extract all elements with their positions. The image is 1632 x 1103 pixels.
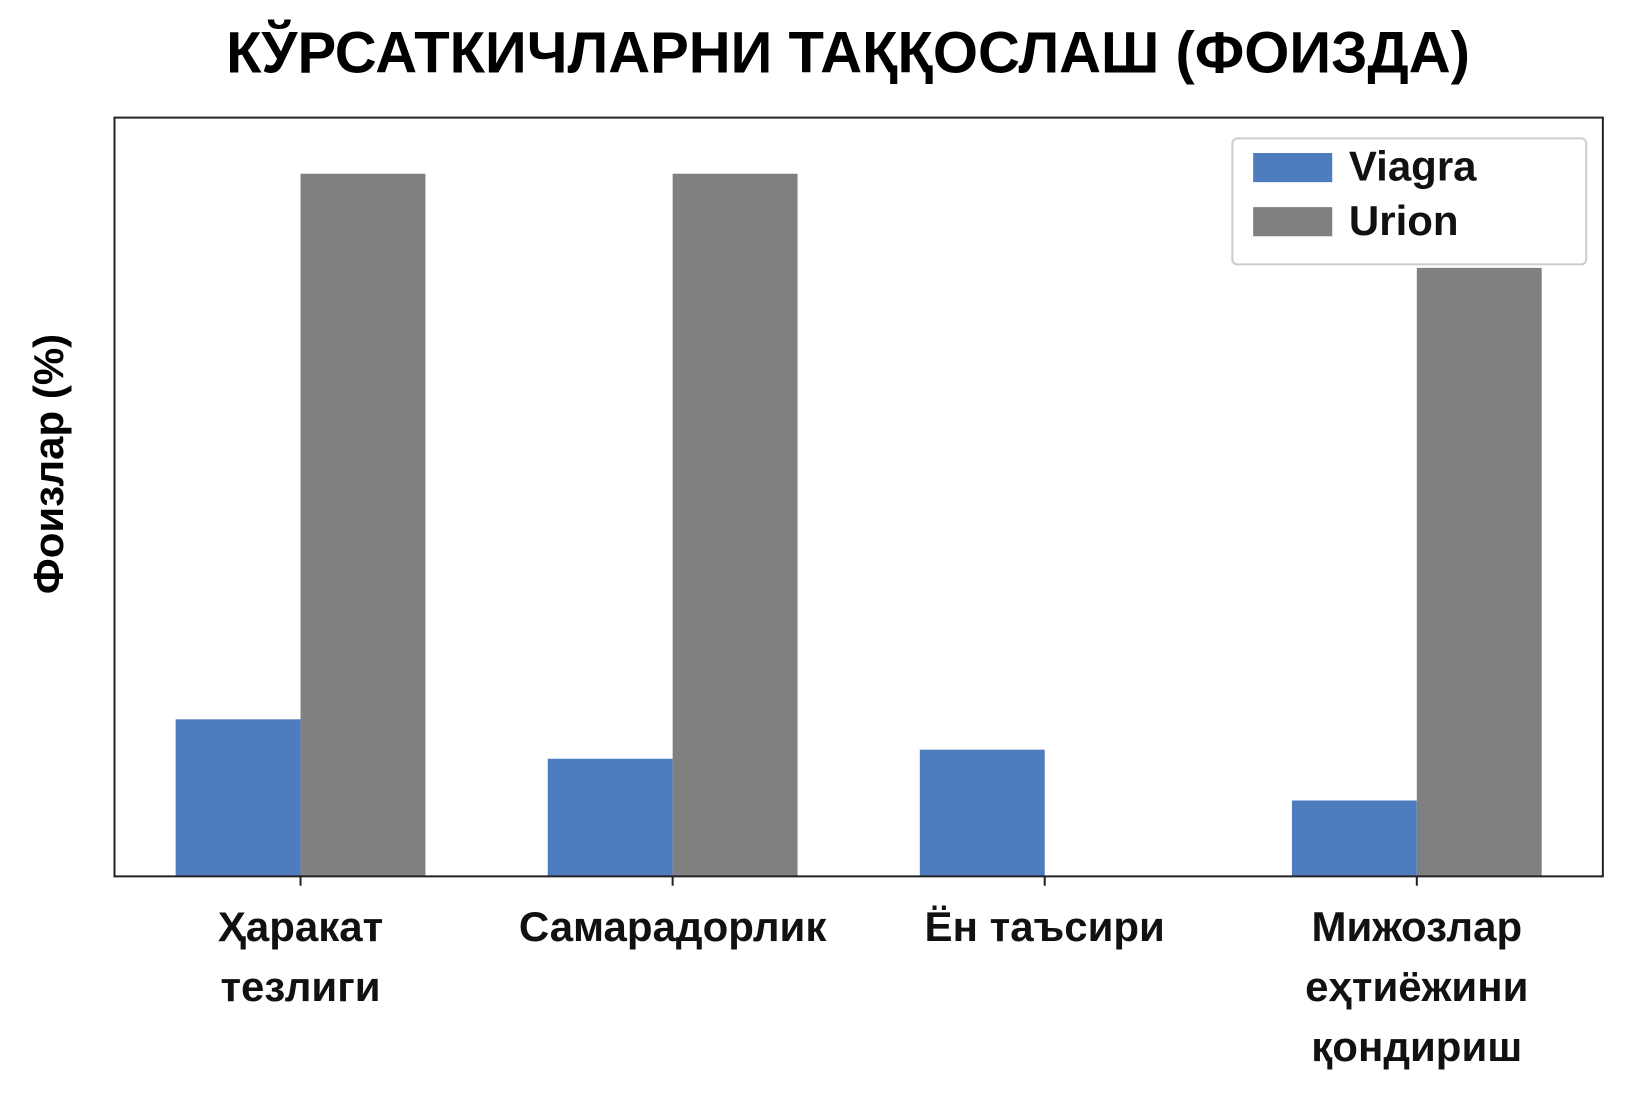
legend-swatch [1253, 153, 1333, 183]
x-tick-label: Мижозлар еҳтиёжини қондириш [1305, 903, 1529, 1071]
legend-label: Urion [1349, 197, 1459, 244]
bar [672, 173, 798, 877]
legend-label: Viagra [1349, 143, 1477, 190]
bar [919, 749, 1045, 877]
x-tick-label: Самарадорлик [518, 903, 827, 951]
plot-frame [113, 116, 1604, 878]
y-axis-label: Фоизлар (%) [25, 334, 72, 594]
chart-title: КЎРСАТКИЧЛАРНИ ТАҚҚОСЛАШ (ФОИЗДА) [226, 20, 1470, 85]
x-tick-label: Ён таъсири [924, 903, 1165, 951]
bar [175, 719, 301, 877]
x-tick-label: Ҳаракат тезлиги [217, 903, 384, 1011]
bar [300, 173, 426, 877]
legend-swatch [1253, 207, 1333, 237]
bar [547, 758, 673, 877]
bar [1416, 267, 1542, 877]
bar [1291, 800, 1417, 877]
